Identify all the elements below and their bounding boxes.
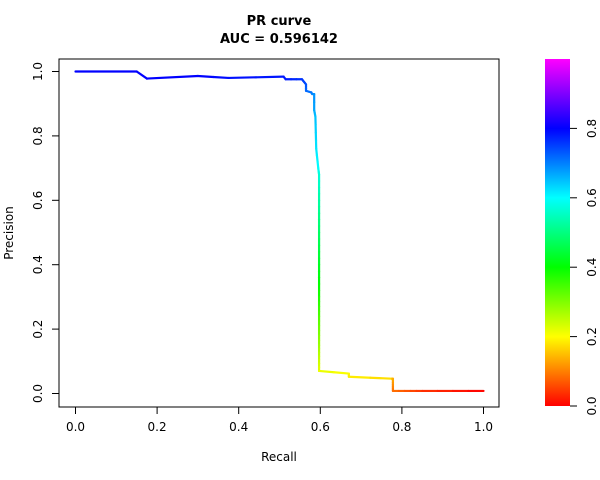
curve-segment <box>196 74 215 79</box>
y-tick-label: 0.0 <box>31 384 45 403</box>
x-tick-label: 0.0 <box>66 420 85 434</box>
curve-segment <box>227 76 258 80</box>
x-tick-label: 0.8 <box>392 420 411 434</box>
plot-frame <box>58 58 500 408</box>
colorbar <box>545 59 570 406</box>
curve-segment <box>369 376 393 380</box>
x-tick-label: 0.4 <box>229 420 248 434</box>
colorbar-tick-label: 0.6 <box>585 188 599 207</box>
colorbar-tick-label: 0.2 <box>585 327 599 346</box>
chart-title: PR curve <box>247 14 312 29</box>
curve-segment <box>317 369 336 374</box>
x-tick-label: 0.6 <box>311 420 330 434</box>
colorbar-tick-label: 0.0 <box>585 396 599 415</box>
curve-segment <box>332 371 350 375</box>
curve-segment <box>212 75 230 80</box>
x-axis-title: Recall <box>261 450 297 464</box>
x-tick-label: 0.2 <box>148 420 167 434</box>
curve-segment <box>145 74 199 80</box>
curve-segment <box>347 375 372 379</box>
y-axis: 0.0 0.2 0.4 0.6 0.8 1.0 <box>31 62 60 403</box>
colorbar-tick-label: 0.4 <box>585 258 599 277</box>
y-tick-label: 0.8 <box>31 126 45 145</box>
colorbar-axis: 0.0 0.2 0.4 0.6 0.8 <box>570 119 599 416</box>
y-axis-title: Precision <box>2 206 16 260</box>
y-tick-label: 0.6 <box>31 191 45 210</box>
x-axis: 0.0 0.2 0.4 0.6 0.8 1.0 <box>66 406 493 434</box>
curve-segment <box>254 75 285 79</box>
y-tick-label: 0.4 <box>31 255 45 274</box>
y-tick-label: 0.2 <box>31 320 45 339</box>
pr-curve-line <box>74 70 485 393</box>
chart-subtitle: AUC = 0.596142 <box>220 32 338 47</box>
colorbar-tick-label: 0.8 <box>585 119 599 138</box>
curve-segment <box>135 70 148 80</box>
x-tick-label: 1.0 <box>474 420 493 434</box>
y-tick-label: 1.0 <box>31 62 45 81</box>
